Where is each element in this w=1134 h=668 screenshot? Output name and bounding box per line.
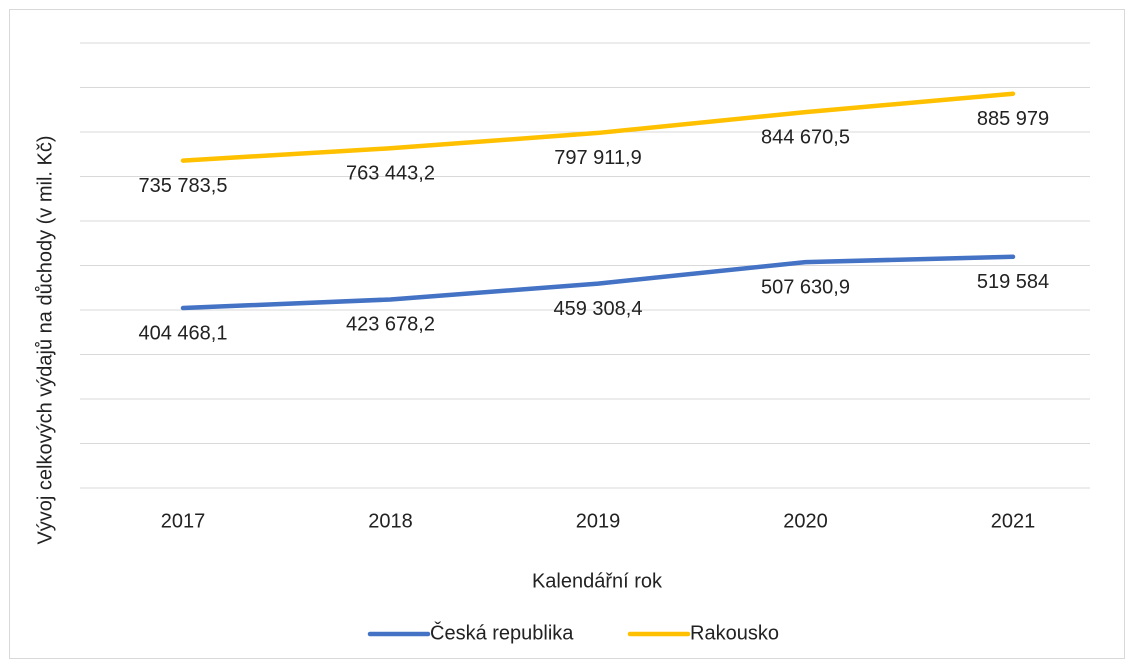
x-tick-label: 2018	[368, 510, 413, 532]
data-label: 797 911,9	[554, 147, 642, 169]
data-label: 519 584	[977, 271, 1049, 293]
series-line	[180, 91, 1016, 163]
x-tick-label: 2020	[783, 510, 828, 532]
data-label: 763 443,2	[346, 163, 435, 185]
data-label: 735 783,5	[139, 175, 228, 197]
x-tick-label: 2017	[161, 510, 206, 532]
data-label: 423 678,2	[346, 314, 435, 336]
series-line	[180, 254, 1016, 311]
x-tick-label: 2021	[991, 510, 1036, 532]
data-label: 844 670,5	[761, 126, 850, 148]
legend-label: Česká republika	[430, 621, 574, 644]
data-label: 404 468,1	[139, 322, 228, 344]
chart-frame	[9, 9, 1125, 659]
x-tick-label: 2019	[576, 510, 621, 532]
data-label: 459 308,4	[554, 298, 643, 320]
legend-label: Rakousko	[690, 622, 779, 644]
data-label: 885 979	[977, 108, 1049, 130]
y-axis-label: Vývoj celkových výdajů na důchody (v mil…	[34, 135, 56, 544]
data-label: 507 630,9	[761, 276, 850, 298]
x-axis-label: Kalendářní rok	[532, 570, 663, 592]
